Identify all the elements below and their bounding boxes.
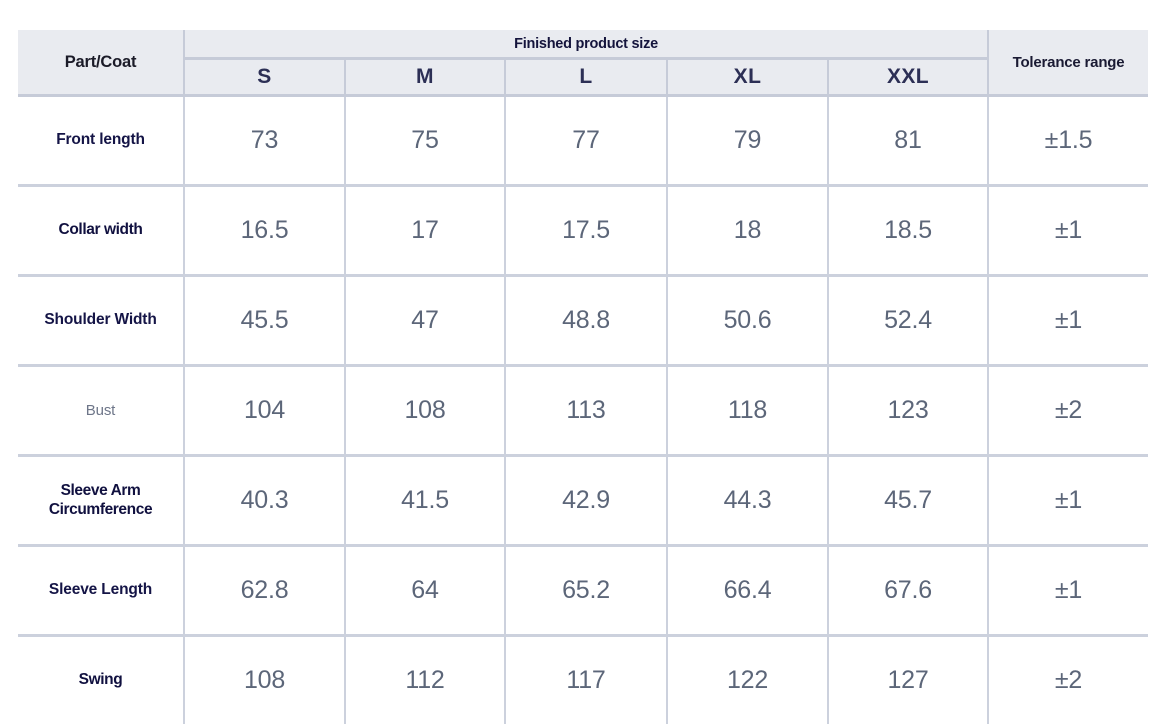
measurement-value: 52.4 (828, 276, 988, 366)
measurement-value: 65.2 (505, 546, 667, 636)
measurement-value: 117 (505, 636, 667, 724)
size-chart-container: Part/Coat Finished product size Toleranc… (18, 30, 1148, 724)
measurement-value: 45.5 (184, 276, 345, 366)
tolerance-value: ±2 (988, 366, 1148, 456)
measurement-value: 118 (667, 366, 828, 456)
measurement-value: 18 (667, 186, 828, 276)
measurement-value: 112 (345, 636, 505, 724)
tolerance-value: ±1 (988, 186, 1148, 276)
header-size-xl: XL (667, 59, 828, 96)
measurement-value: 18.5 (828, 186, 988, 276)
tolerance-value: ±1 (988, 276, 1148, 366)
row-label: Collar width (18, 186, 184, 276)
measurement-value: 64 (345, 546, 505, 636)
measurement-value: 113 (505, 366, 667, 456)
header-finished-product-size: Finished product size (184, 30, 988, 59)
header-size-m: M (345, 59, 505, 96)
measurement-value: 66.4 (667, 546, 828, 636)
row-label: Shoulder Width (18, 276, 184, 366)
measurement-value: 44.3 (667, 456, 828, 546)
measurement-value: 62.8 (184, 546, 345, 636)
measurement-value: 67.6 (828, 546, 988, 636)
measurement-value: 40.3 (184, 456, 345, 546)
measurement-value: 48.8 (505, 276, 667, 366)
row-label: Bust (18, 366, 184, 456)
measurement-value: 108 (184, 636, 345, 724)
measurement-value: 127 (828, 636, 988, 724)
tolerance-value: ±1 (988, 546, 1148, 636)
measurement-value: 108 (345, 366, 505, 456)
tolerance-value: ±1.5 (988, 96, 1148, 186)
row-label: Sleeve Arm Circumference (18, 456, 184, 546)
measurement-value: 77 (505, 96, 667, 186)
header-part-coat: Part/Coat (18, 30, 184, 96)
measurement-value: 17 (345, 186, 505, 276)
header-size-s: S (184, 59, 345, 96)
measurement-value: 17.5 (505, 186, 667, 276)
row-label: Sleeve Length (18, 546, 184, 636)
measurement-value: 42.9 (505, 456, 667, 546)
header-size-xxl: XXL (828, 59, 988, 96)
measurement-value: 47 (345, 276, 505, 366)
size-chart-table: Part/Coat Finished product size Toleranc… (18, 30, 1148, 724)
tolerance-value: ±1 (988, 456, 1148, 546)
measurement-value: 75 (345, 96, 505, 186)
measurement-value: 50.6 (667, 276, 828, 366)
row-label: Swing (18, 636, 184, 724)
measurement-value: 81 (828, 96, 988, 186)
header-row-sizes: S M L XL XXL (18, 59, 1148, 96)
measurement-value: 45.7 (828, 456, 988, 546)
measurement-value: 73 (184, 96, 345, 186)
header-row-group: Part/Coat Finished product size Toleranc… (18, 30, 1148, 59)
header-tolerance-range: Tolerance range (988, 30, 1148, 96)
tolerance-value: ±2 (988, 636, 1148, 724)
measurement-value: 122 (667, 636, 828, 724)
measurement-value: 104 (184, 366, 345, 456)
measurement-value: 123 (828, 366, 988, 456)
measurement-value: 79 (667, 96, 828, 186)
measurement-value: 16.5 (184, 186, 345, 276)
row-label: Front length (18, 96, 184, 186)
table-header: Part/Coat Finished product size Toleranc… (18, 30, 1148, 96)
header-size-l: L (505, 59, 667, 96)
measurement-value: 41.5 (345, 456, 505, 546)
